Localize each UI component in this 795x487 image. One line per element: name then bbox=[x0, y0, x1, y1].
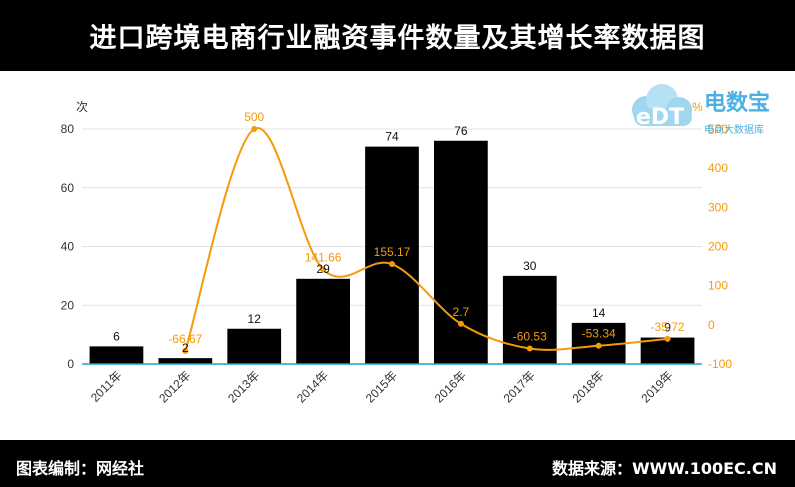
title-bar: 进口跨境电商行业融资事件数量及其增长率数据图 bbox=[0, 0, 795, 71]
footer-bar: 图表编制：网经社 数据来源：WWW.100EC.CN bbox=[0, 440, 795, 487]
logo-tagline: 电商大数据库 bbox=[704, 123, 764, 136]
growth-rate-label: 2.7 bbox=[453, 305, 470, 319]
growth-rate-label: 500 bbox=[244, 110, 264, 124]
growth-rate-label: 141.66 bbox=[305, 250, 342, 264]
x-tick-label: 2015年 bbox=[363, 368, 400, 405]
bar-value-label: 2 bbox=[182, 341, 189, 355]
data-labels: 6 2 12 29 74 76 30 14 9 -66.67 500 141.66 155.17 2.7 -… bbox=[113, 110, 685, 355]
growth-rate-point bbox=[182, 347, 189, 354]
growth-rate-label: -60.53 bbox=[513, 330, 547, 344]
y-axis-unit: 次 bbox=[76, 100, 88, 114]
y-tick-label: 40 bbox=[61, 240, 75, 254]
bar-series bbox=[89, 140, 695, 364]
bar bbox=[227, 328, 282, 364]
y2-tick-label: 300 bbox=[708, 200, 728, 214]
x-tick-label: 2017年 bbox=[501, 368, 538, 405]
growth-rate-point bbox=[526, 345, 533, 352]
y2-tick-label: 400 bbox=[708, 161, 728, 175]
chart-credit: 图表编制：网经社 bbox=[16, 459, 145, 478]
growth-rate-series bbox=[182, 126, 671, 354]
growth-rate-label: -53.34 bbox=[582, 327, 616, 341]
growth-rate-point bbox=[664, 335, 671, 342]
growth-rate-point bbox=[457, 320, 464, 327]
chart-title: 进口跨境电商行业融资事件数量及其增长率数据图 bbox=[89, 23, 706, 54]
bar-value-label: 14 bbox=[592, 306, 606, 320]
growth-rate-label: -66.67 bbox=[168, 332, 202, 346]
logo-name: 电数宝 bbox=[704, 90, 770, 116]
y-tick-label: 20 bbox=[61, 298, 75, 312]
y2-tick-label: -100 bbox=[708, 357, 732, 371]
data-source: 数据来源：WWW.100EC.CN bbox=[551, 459, 777, 478]
bar-value-label: 9 bbox=[664, 321, 671, 335]
growth-rate-point bbox=[595, 342, 602, 349]
bar bbox=[640, 337, 695, 364]
x-tick-label: 2012年 bbox=[156, 368, 193, 405]
cloud-icon bbox=[632, 84, 692, 126]
y-tick-label: 0 bbox=[67, 357, 74, 371]
x-tick-label: 2016年 bbox=[432, 368, 469, 405]
bar bbox=[296, 278, 350, 364]
growth-rate-point bbox=[251, 126, 258, 132]
growth-rate-point bbox=[320, 266, 327, 273]
y2-tick-label: 100 bbox=[708, 279, 728, 293]
x-tick-label: 2018年 bbox=[570, 368, 607, 405]
chart: 6 2 12 29 74 76 30 14 9 -66.67 500 141.66 155.17 2.7 -… bbox=[61, 100, 733, 405]
bar bbox=[89, 346, 144, 364]
bar-value-label: 30 bbox=[523, 259, 537, 273]
bar-value-label: 29 bbox=[316, 262, 330, 276]
bar-value-label: 6 bbox=[113, 329, 120, 343]
bar-value-label: 12 bbox=[248, 312, 262, 326]
bar bbox=[434, 140, 488, 364]
x-tick-label: 2011年 bbox=[88, 368, 125, 405]
x-tick-label: 2019年 bbox=[638, 368, 675, 405]
bar bbox=[365, 146, 419, 364]
growth-rate-label: -35.72 bbox=[651, 320, 685, 334]
growth-rate-label: 155.17 bbox=[374, 245, 411, 259]
logo-mark: eDT bbox=[636, 105, 684, 130]
bar-value-label: 74 bbox=[385, 130, 399, 144]
y-tick-label: 80 bbox=[61, 122, 75, 136]
y2-tick-label: 500 bbox=[708, 122, 728, 136]
y2-tick-label: 0 bbox=[708, 318, 715, 332]
y2-tick-label: 200 bbox=[708, 240, 728, 254]
bar bbox=[158, 358, 213, 364]
x-tick-label: 2014年 bbox=[294, 368, 331, 405]
x-tick-label: 2013年 bbox=[225, 368, 262, 405]
bar-value-label: 76 bbox=[454, 124, 468, 138]
growth-rate-point bbox=[389, 261, 395, 268]
logo: eDT 电数宝 电商大数据库 bbox=[632, 84, 770, 136]
y2-axis-unit: % bbox=[692, 100, 703, 114]
y-tick-label: 60 bbox=[61, 181, 75, 195]
